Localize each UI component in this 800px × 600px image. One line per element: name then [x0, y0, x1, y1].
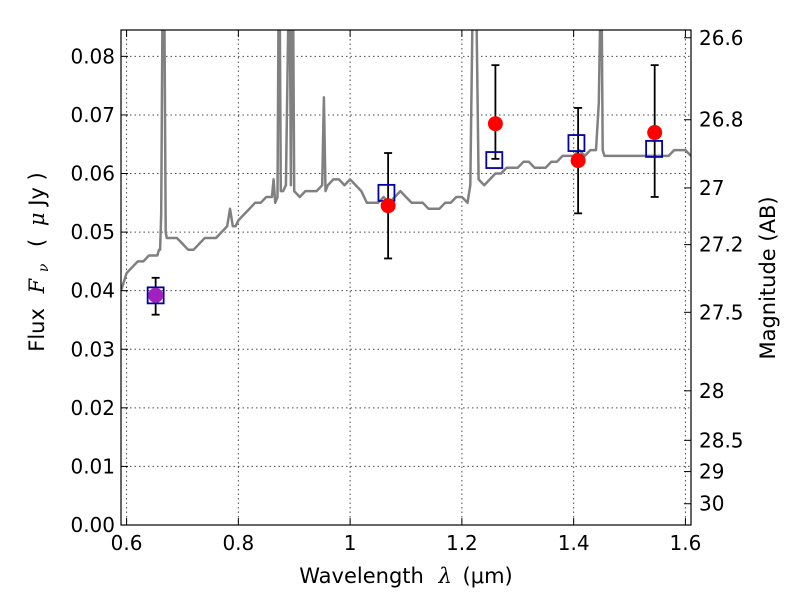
y-tick-label-2: 0.02	[70, 396, 115, 420]
grid-lines	[121, 30, 691, 526]
y-axis-title-F: F	[25, 277, 49, 294]
x-axis-title-lambda: λ	[438, 564, 452, 588]
y2-tick-label-2: 27	[699, 176, 724, 200]
y-axis-title-nu: ν	[36, 263, 52, 272]
y2-tick-label-7: 29	[699, 460, 724, 484]
x-axis-title-unit: (μm)	[463, 564, 513, 588]
y-tick-label-0: 0.00	[70, 513, 115, 537]
y-tick-label-7: 0.07	[70, 103, 115, 127]
y2-tick-label-0: 26.6	[699, 26, 744, 50]
x-tick-label-5: 1.6	[670, 531, 702, 555]
y2-tick-label-1: 26.8	[699, 108, 744, 132]
y2-tick-label-3: 27.2	[699, 233, 744, 257]
y-axis-ticks: 0.00 0.01 0.02 0.03 0.04 0.05 0.06 0.07 0.08	[70, 44, 128, 537]
x-tick-label-3: 1.2	[446, 531, 478, 555]
observed-point-1	[380, 198, 396, 214]
observed-point-4	[647, 125, 663, 141]
model-point-0	[146, 286, 165, 305]
y2-tick-label-4: 27.5	[699, 300, 744, 324]
y-axis-title: Flux F ν ( μ Jy )	[25, 172, 53, 352]
x-axis-ticks: 0.6 0.8 1 1.2 1.4 1.6	[111, 30, 702, 555]
model-photometry-layer	[146, 134, 664, 305]
y-axis-title-unit-mu: μ	[25, 212, 49, 226]
x-tick-label-1: 0.8	[222, 531, 254, 555]
y-tick-label-8: 0.08	[70, 44, 115, 68]
observed-point-2	[487, 116, 503, 132]
y-tick-label-6: 0.06	[70, 162, 115, 186]
observed-photometry-layer	[148, 116, 663, 303]
y-axis-title-text: Flux	[25, 308, 49, 352]
y-tick-label-5: 0.05	[70, 220, 115, 244]
x-tick-label-0: 0.6	[111, 531, 143, 555]
observed-point-0	[148, 287, 164, 303]
y-tick-label-1: 0.01	[70, 454, 115, 478]
y-axis-title-unit-close: Jy )	[25, 172, 49, 208]
errorbar-layer	[151, 64, 659, 316]
x-axis-title: Wavelength λ (μm)	[299, 564, 512, 588]
x-tick-label-2: 1	[344, 531, 357, 555]
observed-point-3	[570, 153, 586, 169]
model-point-2	[485, 151, 504, 169]
model-point-3	[567, 134, 586, 152]
x-axis-title-text: Wavelength	[299, 564, 424, 588]
y2-tick-label-5: 28	[699, 379, 724, 403]
plot-frame	[120, 29, 692, 526]
x-tick-label-4: 1.4	[558, 531, 590, 555]
spectrum-layer	[121, 30, 691, 292]
y2-axis-title: Magnitude (AB)	[756, 196, 780, 359]
y-axis-title-unit-open: (	[25, 239, 49, 247]
spectrum-line	[121, 30, 691, 292]
model-point-4	[645, 140, 664, 158]
y2-tick-label-8: 30	[699, 492, 724, 516]
y-tick-label-3: 0.03	[70, 337, 115, 361]
y2-axis-ticks: 26.6 26.8 27 27.2 27.5 28 28.5 29 30	[684, 26, 744, 516]
y2-tick-label-6: 28.5	[699, 428, 744, 452]
y-tick-label-4: 0.04	[70, 279, 115, 303]
